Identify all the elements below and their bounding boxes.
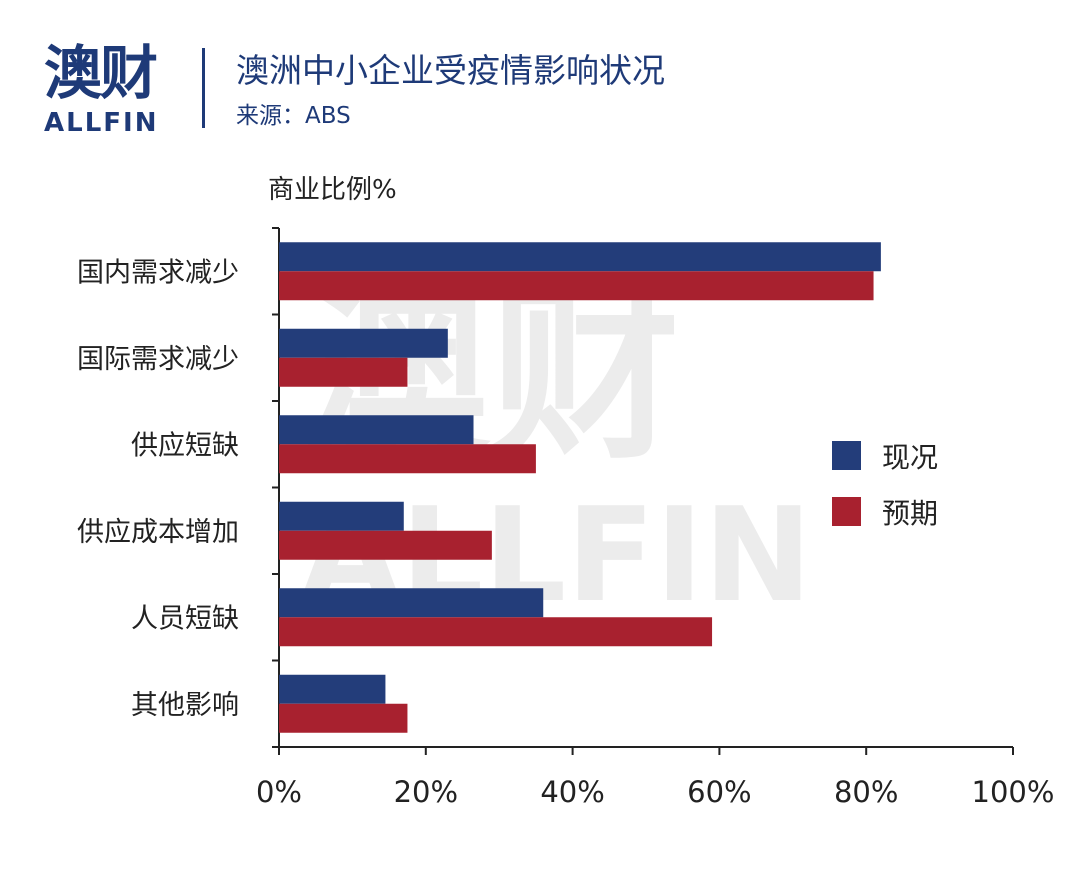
bar-expected xyxy=(279,617,713,647)
bar-expected xyxy=(279,271,874,301)
y-tick-label: 人员短缺 xyxy=(131,603,239,634)
legend-swatch-current xyxy=(832,441,861,470)
page-title: 澳洲中小企业受疫情影响状况 xyxy=(236,51,665,90)
y-tick-label: 供应成本增加 xyxy=(77,517,239,548)
y-tick-label: 其他影响 xyxy=(131,690,239,721)
header-divider xyxy=(202,48,205,128)
brand-logo-cn: 澳财 xyxy=(44,39,158,107)
brand-logo: 澳财 ALLFIN xyxy=(44,40,164,138)
brand-logo-en: ALLFIN xyxy=(44,108,159,138)
bar-current xyxy=(279,674,386,704)
legend-label-current: 现况 xyxy=(882,441,938,474)
x-tick-label: 0% xyxy=(256,775,302,809)
y-axis-label: 商业比例% xyxy=(268,175,397,205)
bar-expected xyxy=(279,703,408,733)
bar-current xyxy=(279,415,474,445)
y-tick-label: 供应短缺 xyxy=(131,430,239,461)
bar-current xyxy=(279,588,544,618)
x-tick-label: 80% xyxy=(834,775,898,809)
x-tick-label: 20% xyxy=(394,775,458,809)
x-tick-label: 100% xyxy=(972,775,1055,809)
x-tick-label: 40% xyxy=(540,775,604,809)
bar-expected xyxy=(279,530,492,560)
bar-expected xyxy=(279,357,408,387)
x-tick-label: 60% xyxy=(687,775,751,809)
y-tick-label: 国际需求减少 xyxy=(77,344,239,375)
legend-swatch-expected xyxy=(832,497,861,526)
bar-current xyxy=(279,501,404,531)
y-tick-label: 国内需求减少 xyxy=(77,257,239,288)
bar-expected xyxy=(279,444,536,474)
bar-current xyxy=(279,242,881,272)
legend-label-expected: 预期 xyxy=(882,497,938,530)
bar-current xyxy=(279,328,448,358)
source-label: 来源：ABS xyxy=(236,103,351,129)
